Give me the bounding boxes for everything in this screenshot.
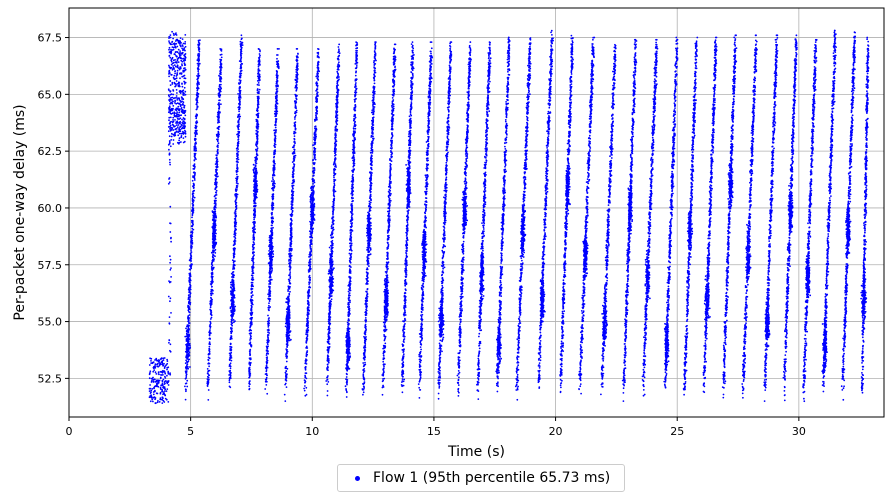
y-tick-label: 67.5 [38, 32, 63, 45]
y-tick-label: 55.0 [38, 316, 63, 329]
flow-1-points [148, 29, 870, 405]
data-points [148, 29, 870, 405]
y-tick-label: 57.5 [38, 259, 63, 272]
x-tick-label: 5 [187, 425, 194, 438]
x-tick-label: 15 [427, 425, 441, 438]
y-axis-ticks: 52.5 55.0 57.5 60.0 62.5 65.0 67.5 [38, 32, 69, 385]
x-tick-label: 0 [66, 425, 73, 438]
y-axis-label: Per-packet one-way delay (ms) [12, 104, 28, 320]
x-tick-label: 20 [549, 425, 563, 438]
y-tick-label: 52.5 [38, 372, 63, 385]
y-tick-label: 62.5 [38, 145, 63, 158]
legend-label: Flow 1 (95th percentile 65.73 ms) [373, 470, 611, 486]
x-tick-label: 30 [792, 425, 806, 438]
x-tick-label: 25 [670, 425, 684, 438]
x-axis-ticks: 0 5 10 15 20 25 30 [66, 417, 806, 438]
grid-lines [68, 8, 884, 417]
x-tick-label: 10 [305, 425, 319, 438]
x-axis-label: Time (s) [447, 444, 505, 460]
y-tick-label: 60.0 [38, 202, 63, 215]
plot-frame [68, 7, 885, 418]
legend: Flow 1 (95th percentile 65.73 ms) [337, 464, 625, 492]
legend-marker-icon [355, 475, 360, 481]
y-tick-label: 65.0 [38, 88, 63, 101]
